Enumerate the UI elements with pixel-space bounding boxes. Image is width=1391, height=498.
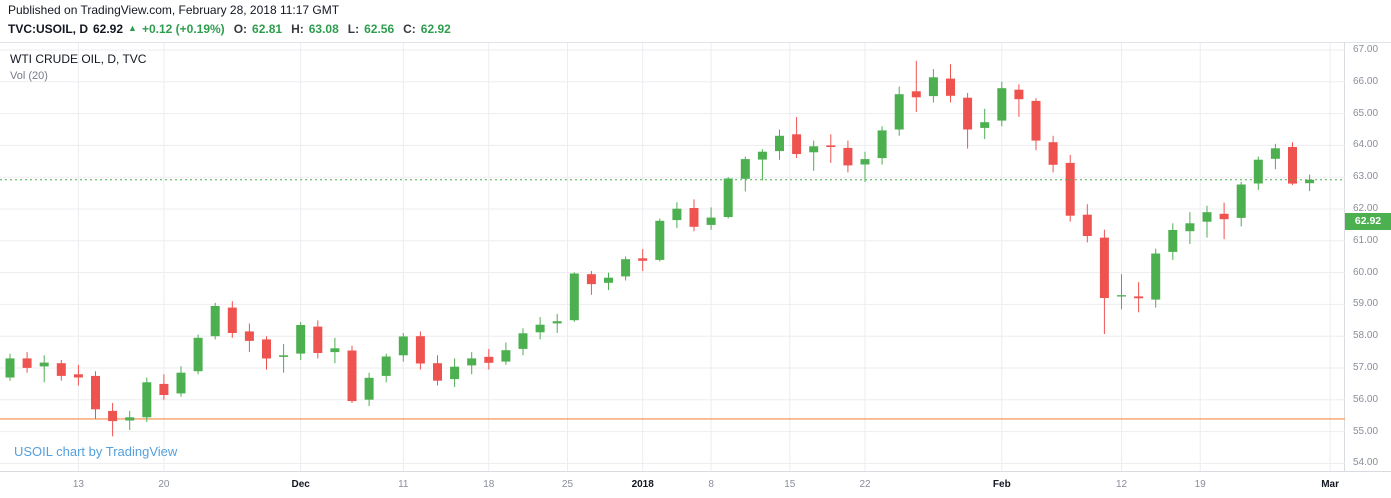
time-axis-label: 18 [483, 479, 495, 490]
close-label: C: [403, 22, 416, 36]
last-price-tag: 62.92 [1345, 213, 1391, 231]
last-price: 62.92 [93, 22, 124, 36]
up-arrow-icon: ▲ [128, 23, 137, 33]
time-axis-label: 12 [1115, 479, 1128, 490]
time-axis-label: 8 [708, 479, 714, 490]
time-axis-label: Dec [291, 479, 310, 490]
price-axis-label: 57.00 [1353, 361, 1379, 373]
publish-header: Published on TradingView.com, February 2… [0, 0, 1391, 42]
close-value: 62.92 [420, 22, 451, 36]
high-value: 63.08 [308, 22, 339, 36]
published-text: Published on TradingView.com, February 2… [8, 3, 340, 17]
price-axis-label: 59.00 [1353, 298, 1379, 310]
price-axis-label: 56.00 [1353, 393, 1379, 405]
time-axis-label: 25 [561, 479, 574, 490]
time-axis-label: 22 [859, 479, 871, 490]
price-axis[interactable]: 67.00 66.00 65.00 64.00 63.00 62.00 61.00 60.00… [1345, 43, 1391, 471]
watermark-link[interactable]: USOIL chart by TradingView [14, 444, 178, 459]
price-axis-label: 62.00 [1353, 202, 1379, 214]
candlestick-plot [0, 43, 1345, 471]
open-label: O: [233, 22, 248, 36]
price-axis-label: 55.00 [1353, 425, 1379, 437]
low-label: L: [347, 22, 360, 36]
price-axis-label: 63.00 [1353, 171, 1379, 183]
time-axis-label: Feb [992, 479, 1011, 490]
price-change: +0.12 (+0.19%) [141, 22, 225, 36]
price-axis-label: 66.00 [1353, 75, 1379, 87]
volume-indicator-label[interactable]: Vol (20) [10, 70, 48, 82]
open-value: 62.81 [252, 22, 283, 36]
time-axis[interactable]: 13 20 Dec 11 18 25 2018 8 15 22 Feb 12 19 Mar [0, 471, 1391, 498]
price-axis-label: 60.00 [1353, 266, 1379, 278]
symbol-info-bar: TVC:USOIL, D 62.92 ▲ +0.12 (+0.19%) O: 62… [8, 21, 1383, 37]
time-axis-label: 11 [398, 479, 409, 490]
high-label: H: [291, 22, 304, 36]
time-axis-label: 15 [784, 479, 796, 490]
time-axis-label: Mar [1321, 479, 1340, 490]
chart-legend: WTI CRUDE OIL, D, TVC Vol (20) [10, 52, 146, 82]
time-axis-label: 19 [1194, 479, 1206, 490]
price-axis-label: 54.00 [1353, 457, 1379, 469]
chart-area: WTI CRUDE OIL, D, TVC Vol (20) USOIL cha… [0, 42, 1391, 498]
legend-symbol-title[interactable]: WTI CRUDE OIL, D, TVC [10, 52, 147, 66]
price-axis-label: 61.00 [1353, 234, 1379, 246]
price-axis-label: 58.00 [1353, 330, 1379, 342]
symbol-name: TVC:USOIL, D [8, 22, 88, 36]
time-axis-label: 20 [158, 479, 170, 490]
low-value: 62.56 [364, 22, 395, 36]
time-axis-label: 13 [72, 479, 84, 490]
price-axis-label: 64.00 [1353, 139, 1379, 151]
price-axis-label: 65.00 [1353, 107, 1379, 119]
price-axis-label: 67.00 [1353, 43, 1379, 55]
chart-pane[interactable]: WTI CRUDE OIL, D, TVC Vol (20) USOIL cha… [0, 43, 1345, 471]
time-axis-label: 2018 [631, 479, 654, 490]
